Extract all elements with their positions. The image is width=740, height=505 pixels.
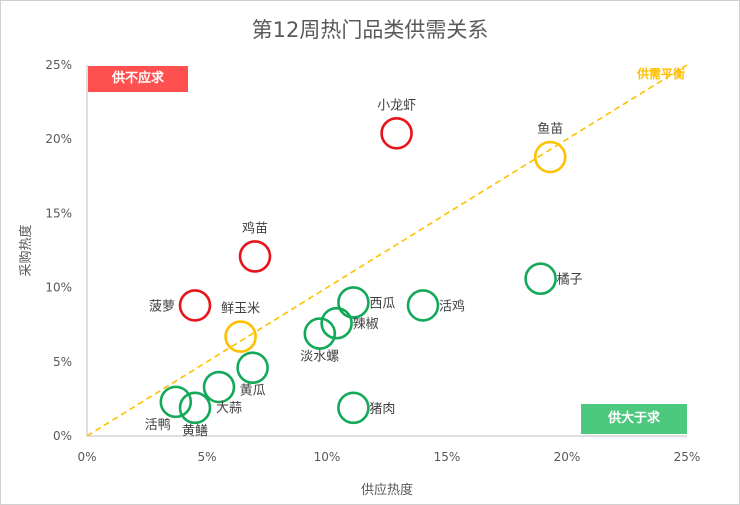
data-point bbox=[337, 391, 370, 425]
data-point bbox=[406, 289, 440, 322]
point-label: 西瓜 bbox=[369, 296, 395, 311]
point-label: 活鸡 bbox=[439, 298, 465, 314]
point-label: 淡水螺 bbox=[300, 350, 339, 365]
point-label: 菠萝 bbox=[149, 299, 175, 314]
y-tick-label: 5% bbox=[53, 355, 72, 369]
y-tick-label: 10% bbox=[45, 281, 72, 295]
point-label: 辣椒 bbox=[353, 317, 379, 332]
data-point bbox=[202, 370, 236, 404]
shortage-label: 供不应求 bbox=[88, 66, 188, 92]
y-tick-label: 25% bbox=[45, 58, 72, 72]
point-label: 黄鳝 bbox=[182, 423, 208, 439]
x-tick-label: 10% bbox=[314, 450, 341, 464]
y-tick-label: 20% bbox=[45, 132, 72, 146]
x-tick-label: 0% bbox=[77, 450, 96, 464]
y-axis-title: 采购热度 bbox=[18, 224, 34, 276]
balance-line-label: 供需平衡 bbox=[636, 66, 685, 81]
point-label: 猪肉 bbox=[369, 402, 395, 417]
data-point bbox=[524, 262, 557, 295]
point-label: 活鸭 bbox=[145, 418, 171, 433]
data-point bbox=[320, 306, 353, 340]
point-label: 小龙虾 bbox=[377, 98, 416, 113]
point-label: 鸡苗 bbox=[242, 220, 268, 236]
reference-line-group: 供需平衡 bbox=[86, 64, 688, 437]
data-point bbox=[380, 116, 413, 150]
x-tick-label: 5% bbox=[197, 450, 216, 464]
data-point bbox=[236, 351, 269, 385]
data-point bbox=[178, 391, 212, 425]
point-label: 橘子 bbox=[557, 272, 583, 288]
x-tick-label: 15% bbox=[434, 450, 461, 464]
point-label: 大蒜 bbox=[216, 401, 242, 416]
data-point bbox=[337, 286, 370, 319]
data-point bbox=[533, 140, 567, 174]
data-point bbox=[224, 320, 257, 353]
balance-line bbox=[86, 64, 688, 437]
data-point bbox=[159, 385, 193, 419]
chart-title: 第12周热门品类供需关系 bbox=[251, 18, 489, 42]
y-tick-label: 0% bbox=[53, 429, 72, 443]
y-tick-label: 15% bbox=[45, 206, 72, 220]
point-label: 鱼苗 bbox=[537, 121, 563, 137]
x-tick-label: 20% bbox=[554, 450, 581, 464]
data-point bbox=[178, 289, 212, 322]
data-point bbox=[303, 317, 337, 350]
axes: 0% 5% 10% 15% 20% 25% 0% 5% 10% 15% 20% 25% bbox=[45, 58, 700, 464]
data-point bbox=[238, 240, 272, 273]
point-label: 鲜玉米 bbox=[221, 302, 260, 317]
x-axis-title: 供应热度 bbox=[361, 482, 413, 498]
x-tick-label: 25% bbox=[674, 450, 701, 464]
surplus-label: 供大于求 bbox=[581, 404, 687, 434]
point-label: 黄瓜 bbox=[240, 384, 266, 399]
